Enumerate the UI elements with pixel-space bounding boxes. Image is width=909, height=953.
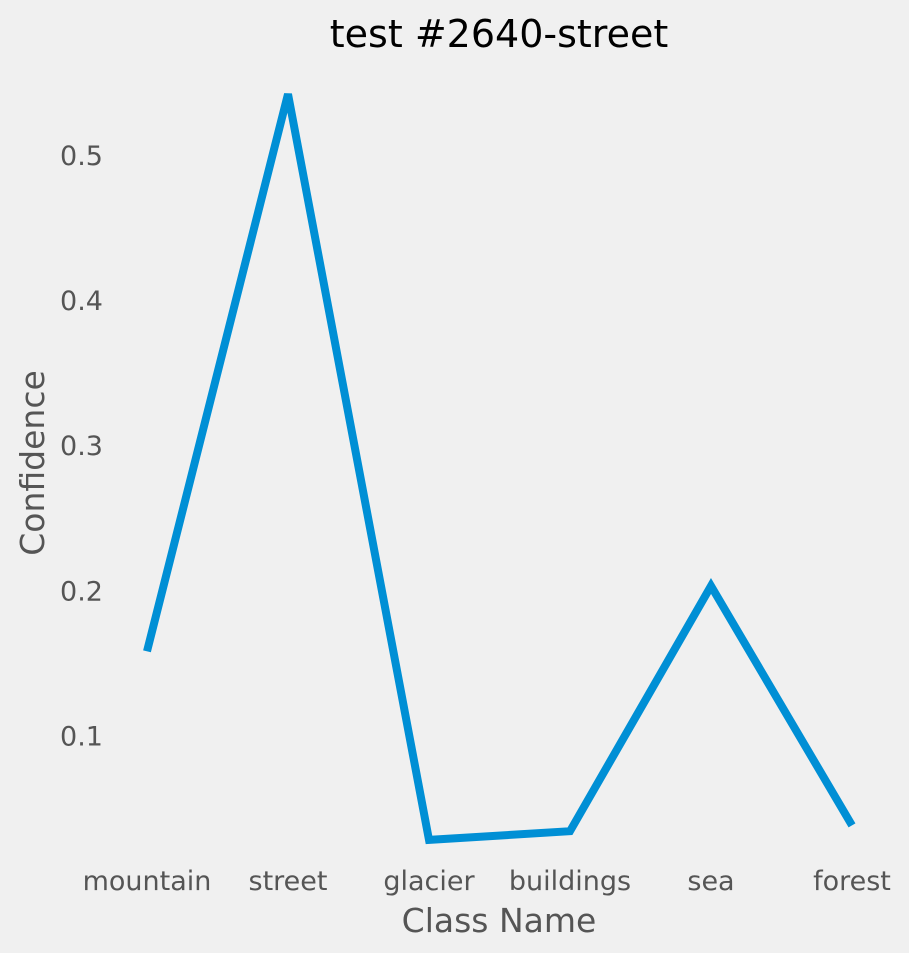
x-tick-label: buildings	[509, 866, 631, 897]
y-tick-label: 0.1	[60, 721, 103, 752]
x-tick-label: glacier	[383, 866, 475, 897]
y-tick-label: 0.2	[60, 576, 103, 607]
chart-title: test #2640-street	[330, 12, 668, 56]
series-line	[143, 93, 856, 845]
y-axis-ticks: 0.1 0.2 0.3 0.4 0.5	[60, 141, 103, 752]
y-axis-label: Confidence	[13, 370, 52, 556]
x-tick-label: street	[249, 866, 328, 897]
x-axis-ticks: mountain street glacier buildings sea forest	[83, 866, 891, 897]
y-tick-label: 0.4	[60, 286, 103, 317]
x-tick-label: sea	[687, 866, 734, 897]
x-tick-label: mountain	[83, 866, 212, 897]
y-tick-label: 0.3	[60, 431, 103, 462]
x-axis-label: Class Name	[402, 901, 597, 940]
y-tick-label: 0.5	[60, 141, 103, 172]
x-tick-label: forest	[813, 866, 891, 897]
series-group	[143, 93, 856, 845]
